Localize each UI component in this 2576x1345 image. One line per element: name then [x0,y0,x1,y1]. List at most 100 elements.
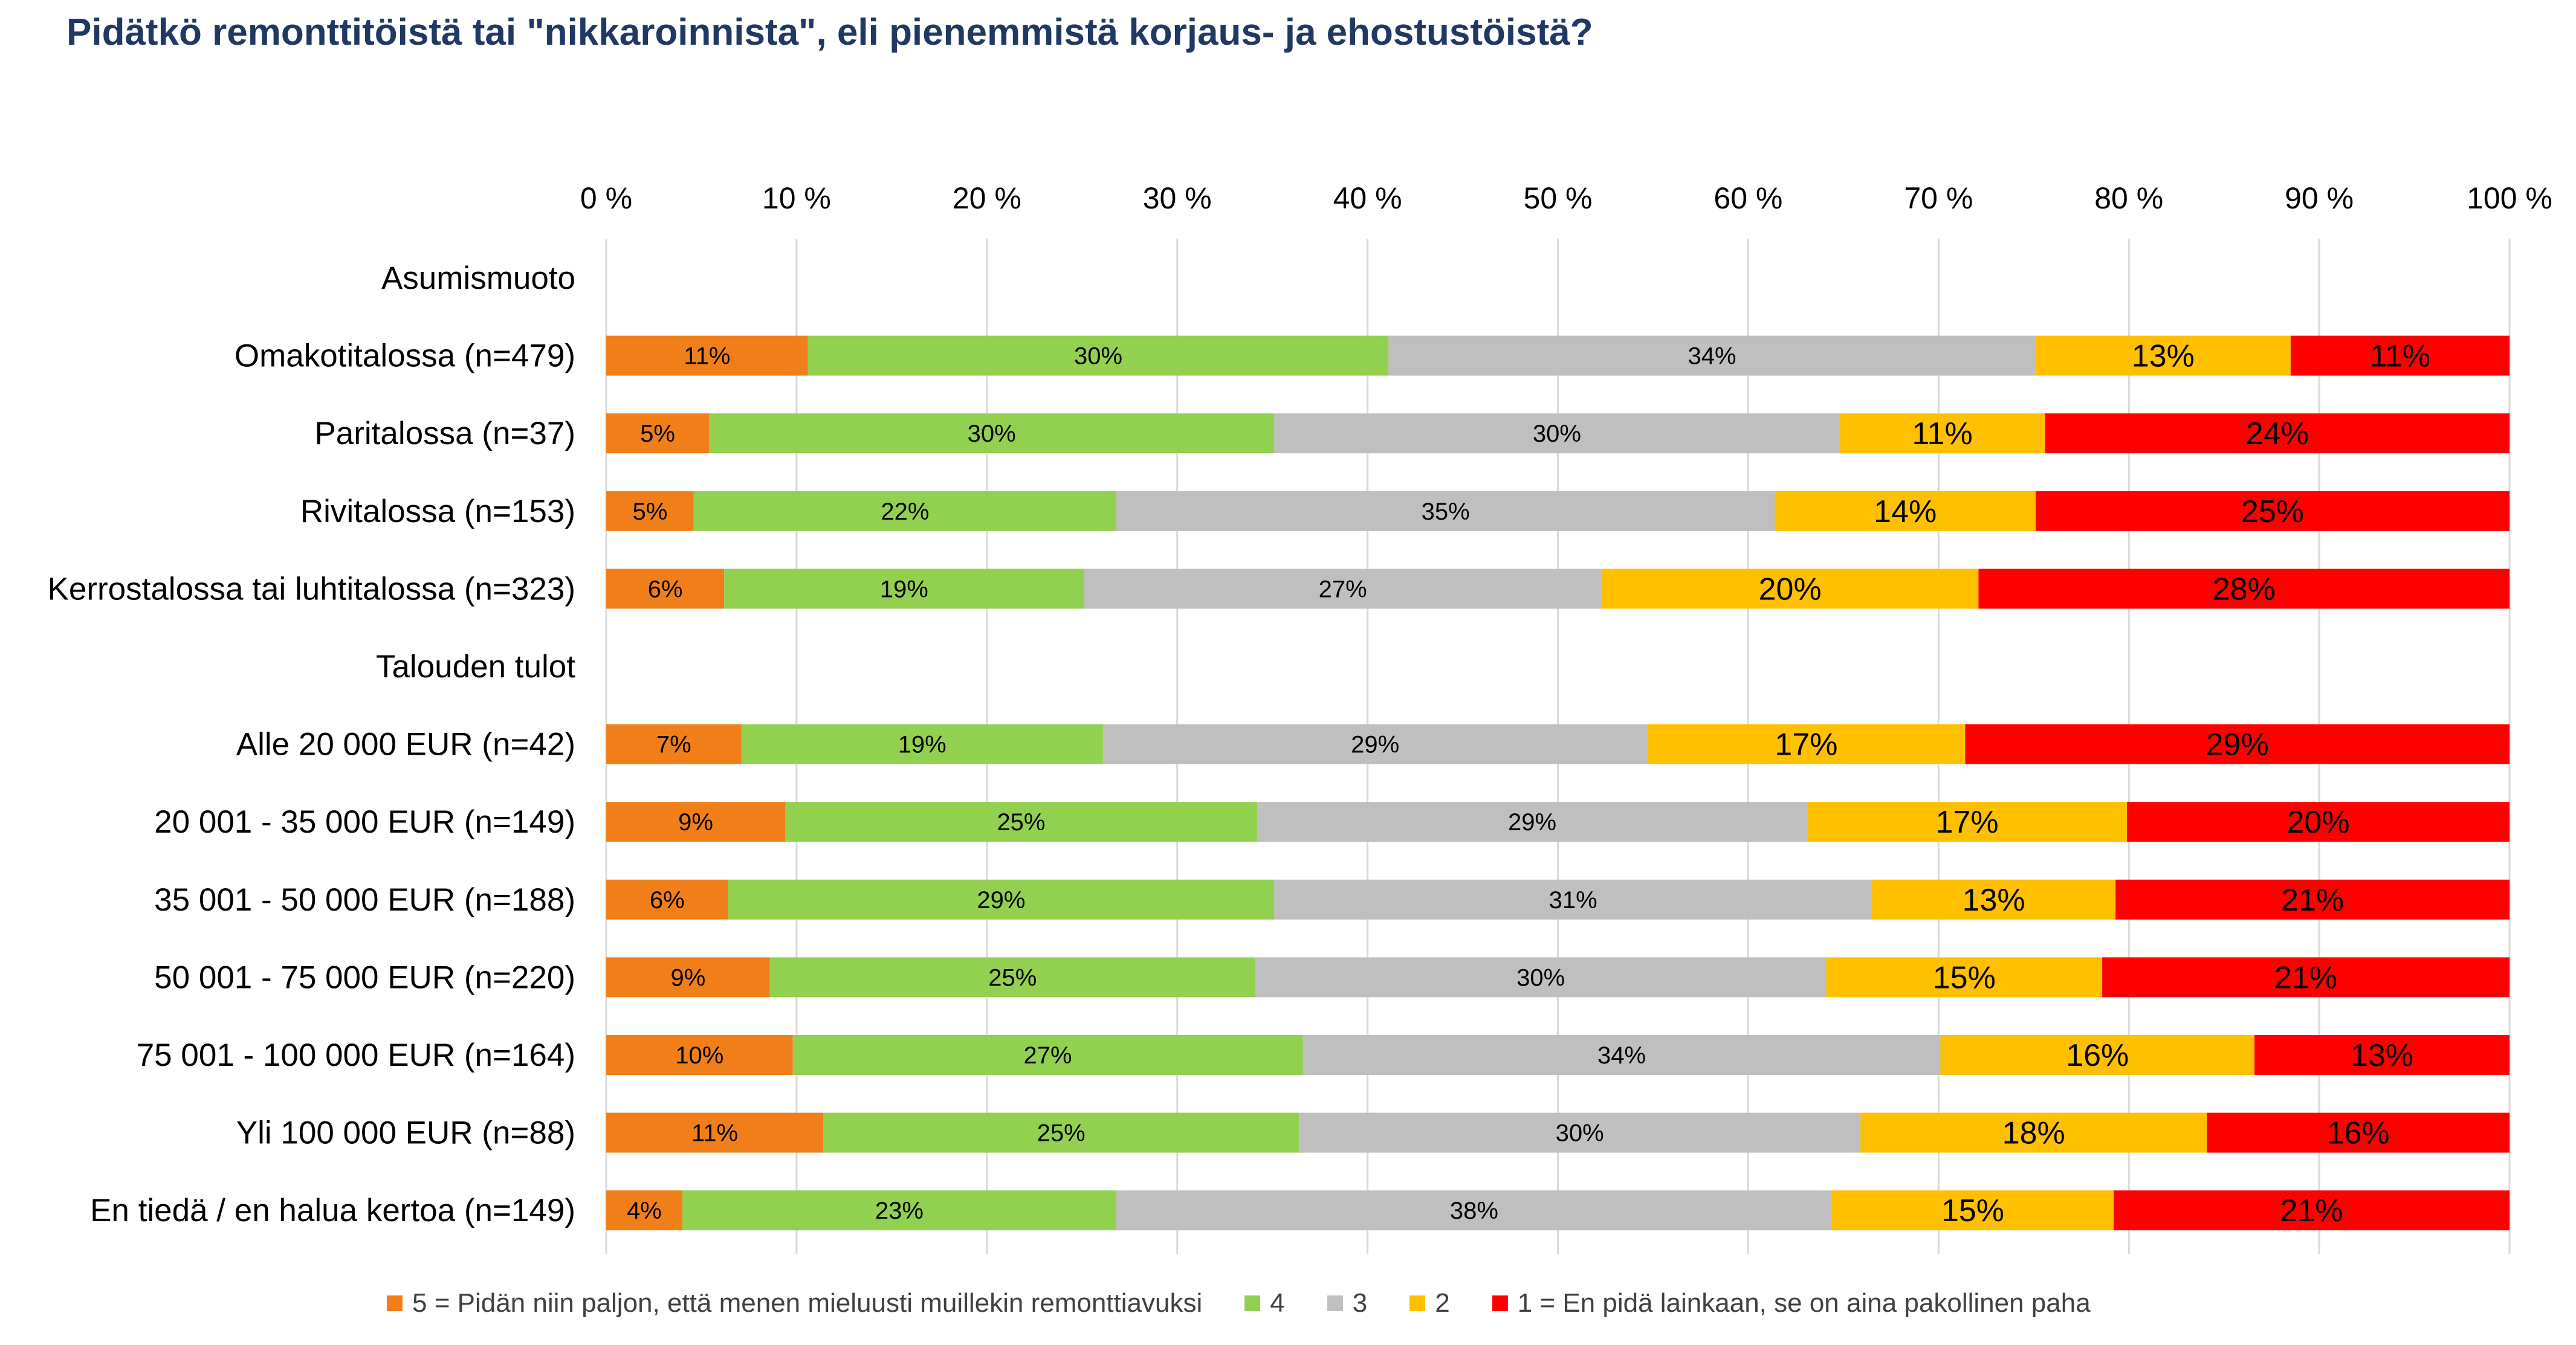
bar-segment [606,335,808,376]
bar-segment [1872,879,2116,920]
data-label: 20% [2286,805,2349,840]
bar-segment [606,491,694,531]
bar-segment [682,1190,1116,1231]
bar-segment [1826,957,2103,998]
bar-segment [1274,879,1872,920]
data-label: 10% [675,1042,723,1069]
legend-item: 3 [1327,1288,1367,1318]
data-label: 14% [1874,494,1937,529]
bar-segment [709,413,1275,454]
data-label: 16% [2327,1116,2390,1151]
category-label: 35 001 - 50 000 EUR (n=188) [154,882,575,918]
data-label: 5% [640,421,675,447]
legend-label: 4 [1270,1288,1285,1318]
x-tick-label: 20 % [953,181,1021,215]
data-label: 21% [2281,883,2344,918]
bar-segment [2115,879,2510,920]
data-label: 13% [2132,339,2195,374]
data-label: 29% [2206,727,2269,763]
bar-segment [2102,957,2510,998]
data-label: 31% [1549,887,1597,914]
data-label: 30% [1533,421,1581,447]
data-label: 22% [881,498,929,525]
data-label: 5% [633,498,668,525]
bar-segment [769,957,1255,998]
bar-segment [693,491,1116,531]
bar-segment [606,724,742,764]
bar-segment [1299,1112,1861,1153]
x-axis-tick-labels: 0 % 10 % 20 % 30 % 40 % 50 % 60 % 70 % 80 % 90 % 1… [580,181,2552,215]
bar-segment [1116,491,1775,531]
bar-segment [1084,569,1602,609]
category-label: 75 001 - 100 000 EUR (n=164) [137,1037,575,1073]
data-label: 11% [2370,339,2430,374]
bar-segment [606,1190,682,1231]
legend-swatch [1244,1295,1261,1311]
x-tick-label: 0 % [580,181,632,215]
data-label: 23% [875,1198,924,1224]
bar-segment [1807,802,2128,842]
data-label: 35% [1422,498,1470,525]
category-label: Alle 20 000 EUR (n=42) [236,727,575,763]
bar-segment [1388,335,2036,376]
data-label: 19% [880,576,928,602]
data-label: 13% [2351,1038,2413,1073]
x-tick-label: 50 % [1524,181,1593,215]
data-label: 20% [1759,572,1822,607]
category-label: Omakotitalossa (n=479) [235,338,575,374]
data-label: 38% [1450,1198,1498,1224]
bar-segment [606,802,786,842]
data-label: 11% [1912,416,1972,451]
bar-segment [1860,1112,2207,1153]
legend-swatch [1492,1295,1508,1311]
data-label: 15% [1941,1193,2004,1228]
data-label: 28% [2213,572,2276,607]
bar-segment [1775,491,2036,531]
bar-segment [1303,1035,1941,1075]
legend-label: 3 [1352,1288,1368,1318]
bar-segment [823,1112,1299,1153]
data-label: 30% [968,421,1016,447]
data-label: 25% [1037,1120,1086,1147]
data-label: 11% [684,343,730,370]
bar-segment [606,1035,793,1075]
bar-segment [807,335,1389,376]
data-label: 29% [977,887,1025,914]
bar-segment [2114,1190,2510,1231]
x-tick-label: 60 % [1714,181,1782,215]
category-label: Yli 100 000 EUR (n=88) [236,1115,575,1151]
bar-segment [792,1035,1303,1075]
legend: 5 = Pidän niin paljon, että menen mieluu… [387,1288,2133,1318]
bar-segment [606,957,770,998]
data-label: 34% [1597,1042,1646,1069]
legend-swatch [1409,1295,1426,1311]
bar-segment [1255,957,1827,998]
bar-segment [1831,1190,2114,1231]
data-label: 27% [1024,1042,1072,1069]
bar-segment [606,1112,823,1153]
legend-item: 1 = En pidä lainkaan, se on aina pakolli… [1492,1288,2091,1318]
data-label: 13% [1963,883,2025,918]
x-tick-label: 90 % [2285,181,2354,215]
bar-segment [2127,802,2510,842]
chart-title: Pidätkö remonttitöistä tai "nikkaroinnis… [66,11,1593,53]
data-label: 30% [1556,1120,1604,1147]
bar-segment [785,802,1257,842]
category-label: Talouden tulot [376,649,575,685]
data-label: 24% [2246,416,2309,451]
data-label: 6% [650,887,685,914]
data-label: 19% [898,732,947,758]
data-label: 11% [691,1120,738,1147]
bar-segment [728,879,1275,920]
bar-segment [1257,802,1808,842]
bar-segment [741,724,1103,764]
category-label: Asumismuoto [381,260,575,296]
category-label: Rivitalossa (n=153) [300,494,575,529]
bar-segment [606,879,728,920]
bar-segment [1839,413,2045,454]
data-label: 9% [671,964,706,991]
legend-item: 4 [1244,1288,1285,1318]
bar-segment [1274,413,1840,454]
bar-segment [724,569,1084,609]
category-label: 20 001 - 35 000 EUR (n=149) [154,804,575,840]
